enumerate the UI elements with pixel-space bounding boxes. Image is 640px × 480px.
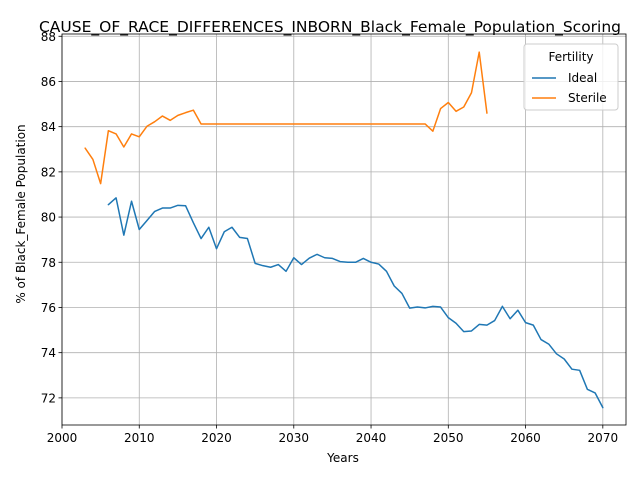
chart-title: CAUSE_OF_RACE_DIFFERENCES_INBORN_Black_F… [39, 18, 621, 37]
y-tick-label: 76 [41, 301, 56, 315]
y-tick-label: 86 [41, 75, 56, 89]
y-tick-label: 74 [41, 346, 56, 360]
plot-frame [61, 33, 627, 426]
y-tick-label: 78 [41, 256, 56, 270]
legend-box [523, 43, 619, 111]
plot-series [84, 51, 604, 409]
x-axis-label: Years [326, 451, 359, 465]
x-tick-label: 2010 [124, 431, 155, 445]
series-line-ideal [107, 197, 604, 409]
axis-ticks: 2000 2010 2020 2030 2040 2050 2060 2070 72 74 76 78… [41, 30, 618, 445]
legend: Fertility Ideal Sterile [523, 43, 619, 111]
x-tick-label: 2030 [279, 431, 310, 445]
legend-title: Fertility [548, 50, 593, 64]
x-tick-label: 2060 [510, 431, 541, 445]
y-tick-label: 84 [41, 120, 56, 134]
y-tick-label: 72 [41, 391, 56, 405]
x-tick-label: 2070 [588, 431, 619, 445]
x-tick-label: 2000 [47, 431, 78, 445]
y-tick-label: 82 [41, 165, 56, 179]
y-axis-label: % of Black_Female Population [14, 124, 28, 303]
x-tick-label: 2020 [201, 431, 232, 445]
y-tick-label: 88 [41, 30, 56, 44]
series-line-sterile [84, 51, 488, 185]
legend-label-ideal: Ideal [568, 71, 597, 85]
x-tick-label: 2050 [433, 431, 464, 445]
x-tick-label: 2040 [356, 431, 387, 445]
legend-label-sterile: Sterile [568, 91, 607, 105]
y-tick-label: 80 [41, 211, 56, 225]
